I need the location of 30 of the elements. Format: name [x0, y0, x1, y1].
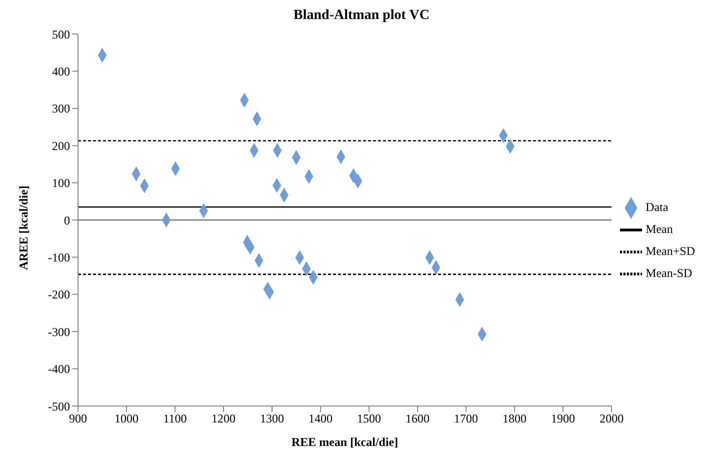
x-tick-label: 1800 — [502, 412, 527, 426]
legend-label: Data — [646, 200, 668, 214]
x-tick-label: 1100 — [163, 412, 187, 426]
x-tick-label: 2000 — [600, 412, 624, 426]
x-axis-title: REE mean [kcal/die] — [291, 435, 398, 449]
legend-label: Mean+SD — [646, 244, 695, 258]
x-tick-label: 900 — [69, 412, 87, 426]
y-tick-label: 500 — [52, 27, 70, 42]
y-tick-label: 200 — [52, 138, 70, 153]
y-tick-label: 0 — [64, 213, 70, 228]
x-tick-label: 1900 — [551, 412, 576, 426]
y-tick-label: 300 — [52, 102, 70, 116]
x-tick-label: 1500 — [357, 412, 382, 426]
y-axis-title: AREE [kcal/die] — [16, 186, 30, 270]
x-tick-label: 1400 — [308, 412, 333, 426]
x-tick-label: 1300 — [260, 412, 284, 426]
y-tick-label: -400 — [48, 362, 70, 376]
y-tick-label: 100 — [52, 176, 70, 190]
x-tick-label: 1000 — [114, 412, 139, 426]
y-tick-label: -300 — [48, 324, 70, 339]
legend-label: Mean — [646, 222, 673, 236]
legend-label: Mean-SD — [646, 266, 692, 280]
y-tick-label: -200 — [48, 288, 70, 302]
x-tick-label: 1600 — [406, 412, 430, 426]
x-tick-label: 1700 — [454, 412, 478, 426]
y-tick-label: 400 — [52, 64, 70, 78]
y-tick-label: -500 — [48, 399, 70, 414]
chart-title: Bland-Altman plot VC — [292, 8, 430, 24]
x-tick-label: 1200 — [212, 412, 236, 426]
y-tick-label: -100 — [48, 250, 70, 264]
